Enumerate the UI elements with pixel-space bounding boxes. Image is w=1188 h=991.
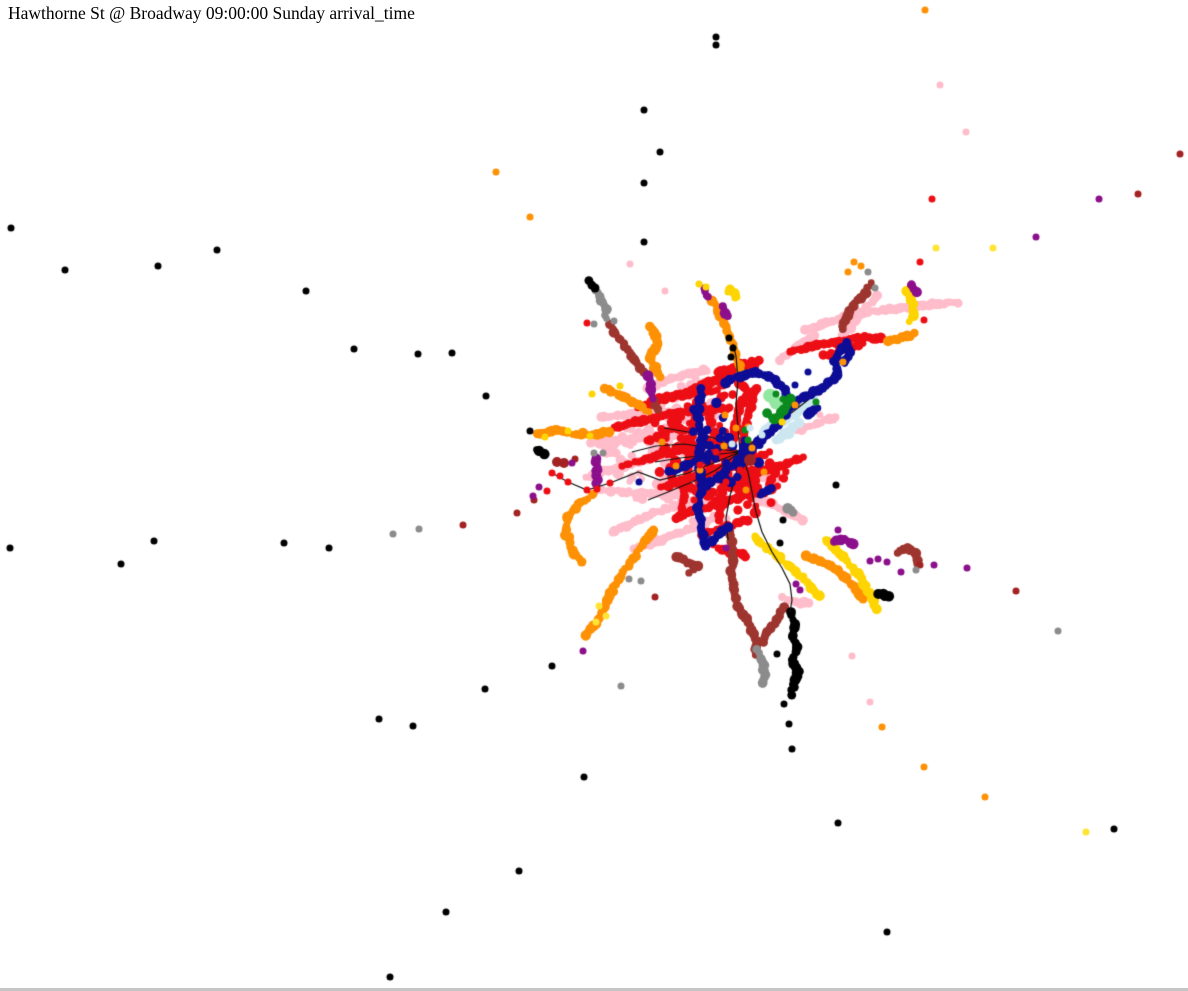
bottom-divider <box>0 988 1188 991</box>
